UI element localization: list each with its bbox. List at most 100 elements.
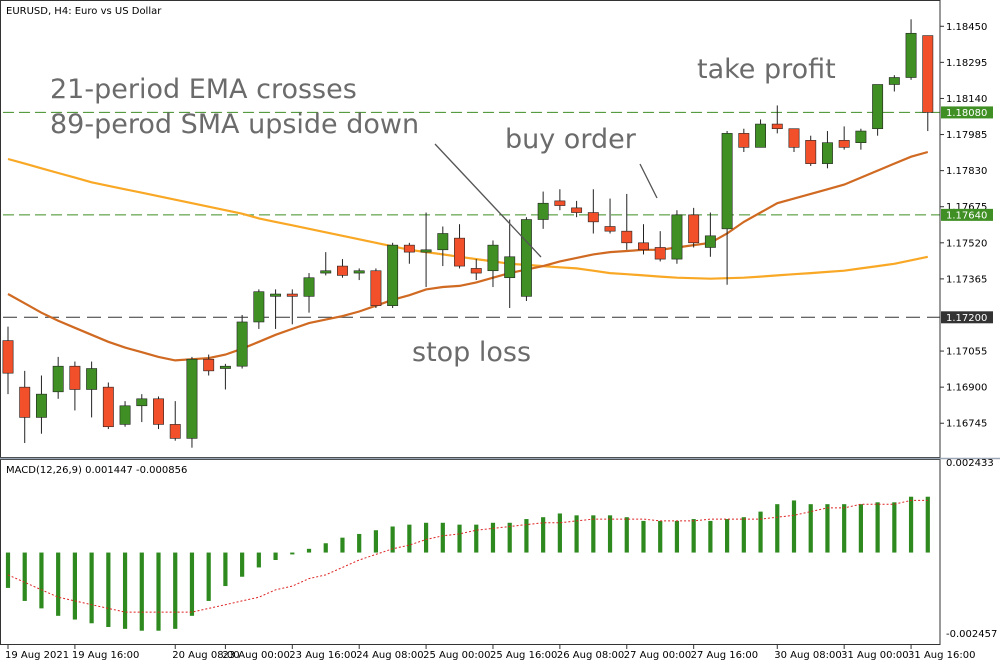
candle-body-bull: [420, 249, 432, 253]
main-pane-frame: [0, 0, 941, 458]
sma-89-line: [7, 157, 929, 280]
candle-body-bull: [755, 123, 767, 148]
candle-body-bull: [437, 233, 449, 251]
candle: [203, 354, 215, 376]
macd-bar: [825, 504, 830, 553]
candle: [520, 217, 532, 302]
time-tick-label: 24 Aug 08:00: [356, 650, 423, 661]
macd-bar: [407, 524, 412, 553]
candle: [420, 212, 432, 288]
macd-bar: [574, 515, 579, 553]
time-tick-label: 26 Aug 08:00: [557, 650, 624, 661]
annotation-buy-order: buy order: [505, 124, 637, 155]
candle-body-bear: [604, 226, 616, 232]
pointer-buy-order: [639, 163, 658, 199]
macd-bar: [658, 520, 663, 553]
candle-body-bear: [286, 293, 298, 297]
stop-loss-level-label: 1.17200: [946, 313, 987, 324]
candle: [537, 191, 549, 229]
candle-body-bull: [186, 358, 198, 439]
chart-title: EURUSD, H4: Euro vs US Dollar: [6, 6, 162, 17]
candle-body-bear: [771, 123, 783, 130]
candle-body-bear: [337, 265, 348, 276]
candle-body-bull: [504, 256, 516, 279]
time-tick-label: 31 Aug 00:00: [841, 650, 908, 661]
candle-body-bear: [654, 247, 666, 260]
candle: [320, 252, 332, 276]
macd-bar: [340, 537, 345, 553]
candle: [738, 128, 750, 153]
candle: [470, 259, 482, 281]
macd-bar: [206, 552, 211, 601]
candle: [771, 105, 783, 134]
candle: [755, 119, 767, 148]
candle-body-bull: [721, 133, 733, 230]
macd-bar: [507, 522, 512, 553]
candle-body-bear: [922, 35, 934, 113]
macd-bar: [156, 552, 161, 631]
candle: [571, 200, 583, 218]
price-tick-label: 1.17985: [946, 130, 987, 141]
candle-body-bull: [704, 235, 716, 248]
macd-bar: [842, 504, 847, 553]
candle: [186, 356, 198, 448]
macd-bar: [708, 520, 713, 553]
macd-bar: [273, 552, 278, 560]
macd-bar: [256, 552, 261, 568]
macd-bar: [725, 519, 730, 553]
candle-body-bear: [69, 365, 81, 390]
candle-body-bear: [788, 128, 800, 148]
candle: [487, 240, 499, 288]
price-tick-label: 1.17365: [946, 274, 987, 285]
candle: [721, 131, 733, 285]
candle: [337, 259, 348, 278]
macd-bar: [240, 552, 245, 577]
macd-bar: [858, 504, 863, 553]
time-tick-label: 25 Aug 16:00: [490, 650, 557, 661]
candle-body-bear: [19, 386, 31, 418]
macd-bar: [674, 520, 680, 553]
macd-bar: [173, 552, 178, 629]
candle-body-bear: [102, 386, 114, 428]
macd-bar: [373, 530, 379, 553]
macd-bar: [591, 515, 596, 553]
macd-bar: [457, 524, 462, 553]
macd-bar: [22, 552, 27, 601]
macd-bar: [892, 502, 897, 553]
candle: [654, 231, 666, 262]
time-tick-label: 23 Aug 16:00: [289, 650, 356, 661]
candle-body-bull: [270, 293, 282, 297]
time-tick-label: 23 Aug 00:00: [222, 650, 289, 661]
price-tick-label: 1.16900: [946, 383, 987, 394]
candle-body-bull: [219, 365, 231, 369]
candle-body-bear: [2, 340, 14, 374]
candle: [788, 128, 800, 153]
candle-body-bull: [136, 398, 148, 407]
stop-loss-level-label-bg: [941, 311, 993, 324]
macd-bar: [139, 552, 144, 631]
annotation-stop-loss: stop loss: [412, 337, 531, 368]
candle: [855, 128, 867, 150]
candle: [872, 84, 884, 136]
candle-body-bull: [320, 270, 332, 274]
price-tick-label: 1.16745: [946, 419, 987, 430]
time-tick-label: 27 Aug 00:00: [624, 650, 691, 661]
candle: [219, 363, 231, 390]
macd-bar: [323, 543, 328, 553]
macd-bar: [691, 519, 696, 553]
macd-bar: [474, 524, 479, 553]
candle: [86, 361, 98, 418]
time-tick-label: 20 Aug 08:00: [172, 650, 239, 661]
candle: [604, 198, 616, 234]
candle: [169, 401, 181, 441]
macd-bar: [490, 522, 496, 553]
macd-bar: [557, 513, 562, 553]
macd-bar: [189, 552, 195, 616]
candle: [270, 289, 282, 329]
candle-body-bull: [872, 84, 884, 130]
pointer-ema-cross: [434, 143, 542, 258]
candle: [303, 273, 315, 313]
candle: [688, 207, 700, 248]
candle-body-bull: [253, 291, 265, 323]
candle: [236, 314, 248, 369]
